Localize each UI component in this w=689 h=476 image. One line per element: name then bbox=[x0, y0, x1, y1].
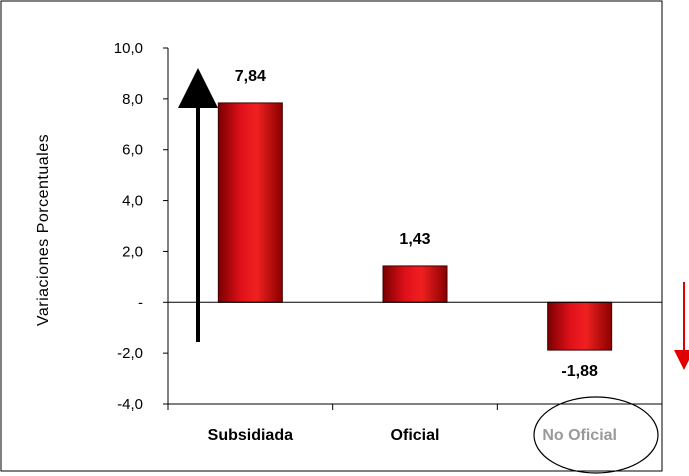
y-tick-label: 6,0 bbox=[122, 142, 143, 159]
data-labels: 7,84 1,43 -1,88 bbox=[235, 68, 598, 380]
y-tick-label: 2,0 bbox=[122, 243, 143, 260]
category-label: Subsidiada bbox=[208, 427, 293, 444]
category-label: No Oficial bbox=[542, 427, 617, 444]
data-label: 7,84 bbox=[235, 68, 266, 85]
bar bbox=[382, 265, 448, 303]
axes bbox=[167, 48, 663, 410]
x-axis: Subsidiada Oficial No Oficial bbox=[208, 427, 617, 444]
y-axis: 10,0 8,0 6,0 4,0 2,0 - -2,0 -4,0 bbox=[114, 40, 168, 413]
data-label: -1,88 bbox=[561, 363, 598, 380]
bars bbox=[217, 102, 613, 351]
y-tick-label: 8,0 bbox=[122, 91, 143, 108]
y-tick-label: -2,0 bbox=[117, 345, 143, 362]
chart-frame bbox=[0, 0, 663, 472]
highlight-ellipse bbox=[533, 396, 659, 474]
y-tick-label: - bbox=[138, 294, 143, 311]
y-tick-label: 10,0 bbox=[114, 40, 143, 57]
bar bbox=[547, 301, 613, 351]
data-label: 1,43 bbox=[399, 231, 430, 248]
bar bbox=[217, 102, 283, 303]
y-tick-label: 4,0 bbox=[122, 193, 143, 210]
y-axis-title: Variaciones Porcentuales bbox=[35, 134, 52, 326]
category-label: Oficial bbox=[391, 427, 440, 444]
y-tick-label: -4,0 bbox=[117, 396, 143, 413]
